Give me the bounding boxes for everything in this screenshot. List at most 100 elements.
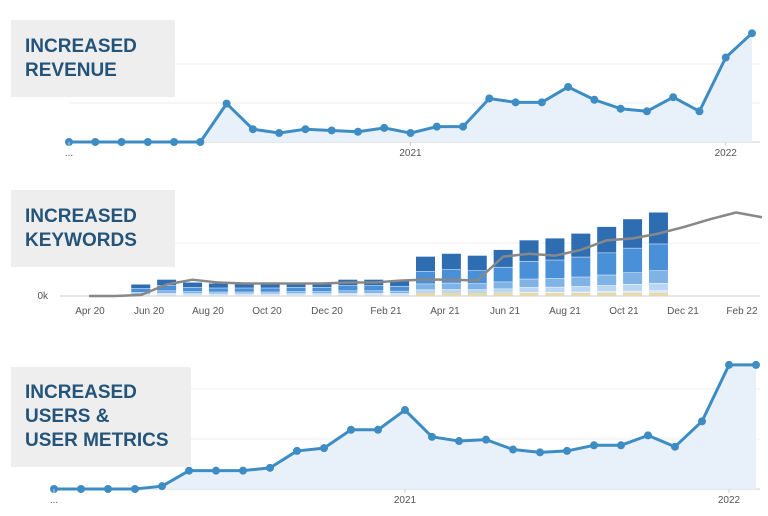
keywords-bar-segment (208, 292, 228, 294)
users-label: INCREASED USERS & USER METRICS (11, 367, 191, 467)
revenue-x-tick-label: 2021 (399, 148, 422, 159)
keywords-bar (648, 212, 668, 296)
keywords-bar (157, 279, 177, 296)
keywords-bar-segment (441, 283, 461, 290)
users-data-point (563, 446, 571, 455)
revenue-data-point (353, 127, 362, 136)
keywords-bar-segment (208, 288, 228, 292)
keywords-bar-segment (519, 261, 539, 279)
keywords-bar-segment (416, 293, 435, 296)
keywords-x-tick-label: Jun 20 (134, 306, 164, 317)
keywords-bar-segment (493, 289, 513, 293)
keywords-bar-segment (648, 283, 668, 291)
keywords-bar-segment (467, 289, 487, 294)
keywords-bar-segment (208, 283, 228, 288)
keywords-bar-segment (260, 283, 280, 288)
keywords-bar-segment (338, 285, 358, 291)
keywords-bar-segment (183, 293, 203, 295)
keywords-bar-segment (597, 275, 617, 286)
keywords-bar-segment (364, 291, 384, 294)
keywords-bar-segment (208, 294, 228, 295)
keywords-label-line-1: INCREASED (25, 205, 137, 227)
keywords-bar-segment (648, 270, 668, 283)
keywords-bar-segment (648, 293, 668, 296)
revenue-data-point (327, 126, 336, 135)
revenue-label-line-1: INCREASED (25, 35, 137, 57)
keywords-bar-segment (623, 293, 643, 296)
keywords-bar-segment (545, 260, 565, 279)
users-data-point (725, 360, 733, 369)
revenue-data-point (248, 125, 257, 134)
revenue-data-point (143, 138, 152, 146)
keywords-bar-segment (260, 294, 280, 295)
keywords-bar-segment (131, 288, 151, 293)
users-data-point (293, 446, 301, 455)
revenue-data-point (564, 82, 573, 91)
users-data-point (509, 445, 517, 454)
keywords-bar-segment (597, 285, 617, 292)
keywords-bar-segment (183, 282, 203, 288)
keywords-bar-segment (157, 291, 177, 294)
keywords-bar (208, 283, 228, 296)
keywords-x-tick-label: Apr 20 (75, 306, 105, 317)
keywords-bar-segment (623, 272, 643, 284)
revenue-data-point (406, 129, 415, 138)
keywords-bar-segment (312, 282, 332, 288)
keywords-bar-segment (286, 293, 306, 295)
keywords-bar (390, 280, 410, 296)
keywords-x-tick-label: Dec 21 (667, 306, 699, 317)
keywords-bar-segment (312, 293, 332, 295)
keywords-bar (467, 255, 487, 296)
revenue-data-point (721, 53, 730, 62)
keywords-bar-segment (623, 248, 643, 273)
users-data-point (752, 360, 760, 369)
keywords-x-tick-label: Feb 21 (370, 306, 402, 317)
keywords-bar-segment (519, 279, 539, 288)
keywords-chart: 0k Apr 20 Jun 20 Aug 20 Oct 20 Dec 20 Feb 21 Ap… (37, 211, 763, 317)
keywords-bar-segment (416, 256, 435, 272)
users-data-point (77, 485, 85, 493)
users-data-point (266, 463, 274, 472)
revenue-data-point (380, 123, 389, 132)
keywords-x-tick-label: Oct 21 (609, 306, 639, 317)
keywords-bar-segment (648, 244, 668, 271)
revenue-chart: ... 2021 2022 (65, 29, 760, 159)
keywords-x-tick-label: Feb 22 (726, 306, 758, 317)
revenue-data-point (590, 95, 599, 104)
keywords-bar (312, 282, 332, 296)
users-data-point (131, 485, 139, 493)
users-data-point (482, 435, 490, 444)
users-x-tick-label: 2022 (718, 495, 741, 506)
keywords-bar (260, 283, 280, 296)
users-x-tick-label: ... (50, 495, 58, 506)
keywords-bar-segment (441, 253, 461, 270)
revenue-data-point (642, 107, 651, 116)
keywords-bar-segment (416, 290, 435, 294)
keywords-y-tick-label: 0k (37, 291, 49, 302)
keywords-bar-segment (545, 287, 565, 293)
keywords-bar-segment (286, 291, 306, 294)
keywords-bar-segment (312, 287, 332, 292)
keywords-bar-segment (157, 285, 177, 291)
revenue-data-point (222, 99, 231, 108)
keywords-series-line (89, 211, 763, 298)
keywords-x-tick-label: Aug 20 (192, 306, 224, 317)
keywords-bar-segment (467, 283, 487, 290)
keywords-bar-segment (519, 240, 539, 261)
keywords-bar-segment (519, 287, 539, 293)
users-data-point (374, 425, 382, 434)
keywords-bar (183, 282, 203, 296)
keywords-bar-segment (545, 293, 565, 296)
keywords-bar-segment (467, 293, 487, 296)
keywords-bar-segment (234, 292, 254, 294)
keywords-bar-segment (183, 287, 203, 292)
keywords-bar-segment (234, 294, 254, 295)
keywords-bar-segment (648, 212, 668, 244)
users-x-tick-label: 2021 (394, 495, 417, 506)
keywords-panel: 0k Apr 20 Jun 20 Aug 20 Oct 20 Dec 20 Feb 21 Ap… (11, 190, 763, 317)
keywords-bar-segment (286, 282, 306, 288)
keywords-bar-segment (597, 253, 617, 275)
keywords-label-line-2: KEYWORDS (25, 229, 137, 251)
keywords-bar-segment (390, 291, 410, 294)
